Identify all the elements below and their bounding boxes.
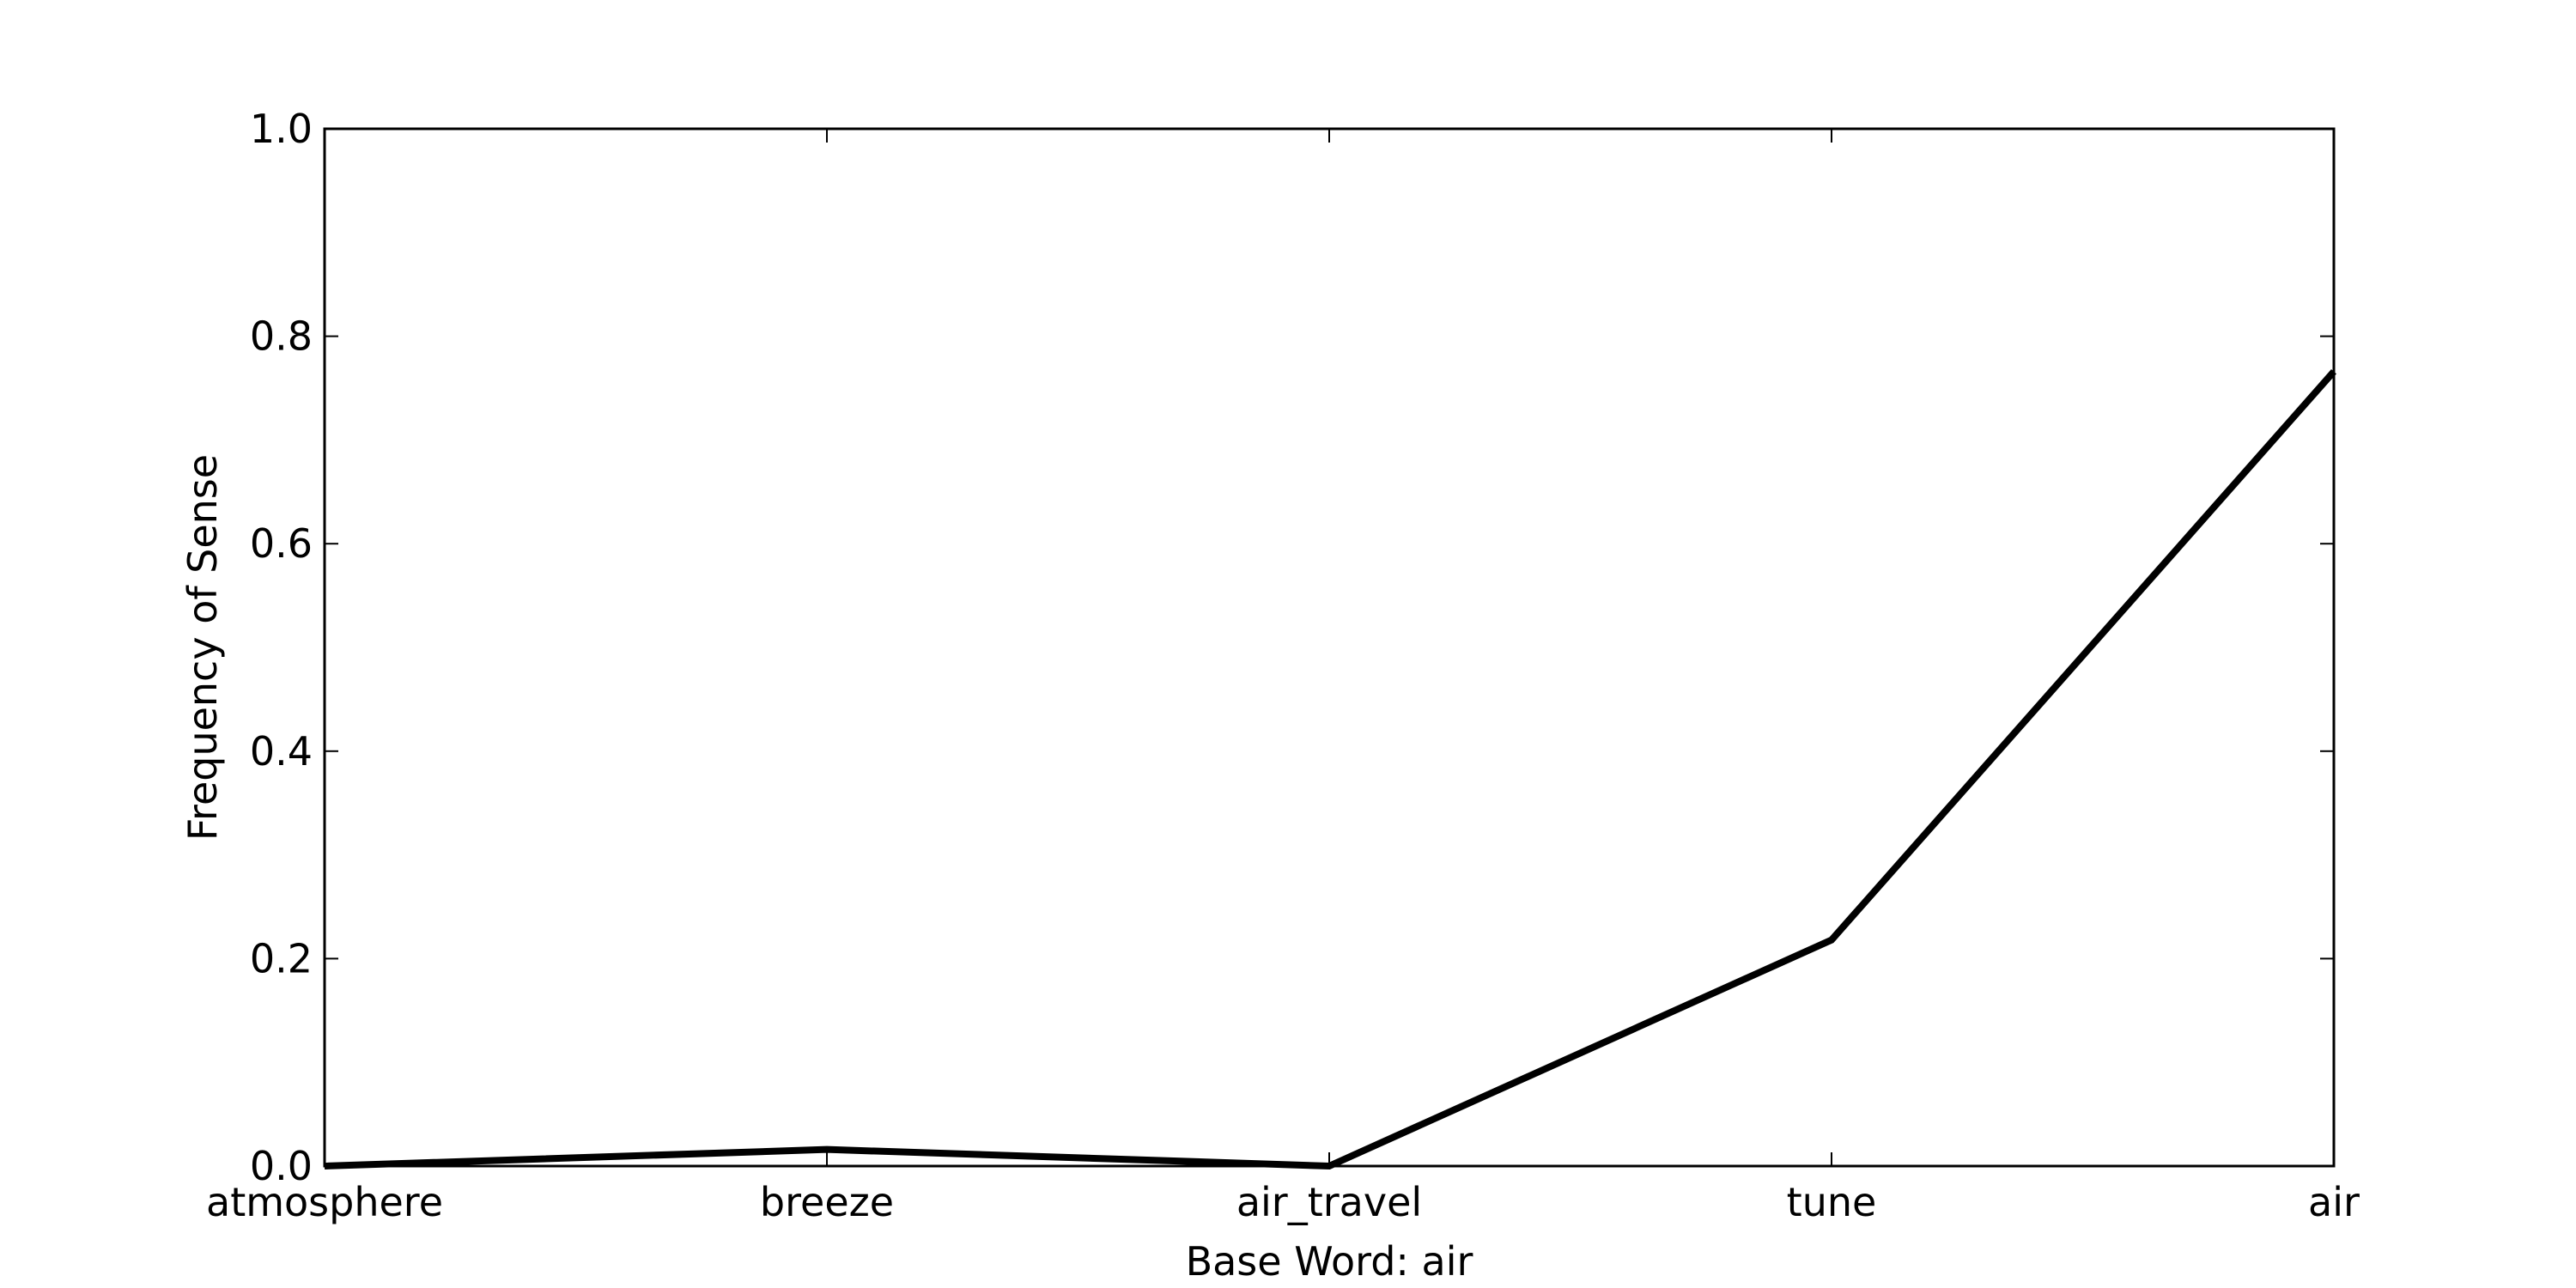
x-tick-label: breeze: [760, 1179, 894, 1225]
y-tick-label: 1.0: [250, 106, 313, 152]
y-tick-label: 0.4: [250, 728, 313, 775]
x-axis-label: Base Word: air: [1186, 1238, 1473, 1285]
y-tick-label: 0.6: [250, 520, 313, 567]
x-axis-ticks: atmosphere breeze air_travel tune air: [206, 129, 2360, 1225]
x-tick-label: atmosphere: [206, 1179, 443, 1225]
y-axis-ticks: 0.0 0.2 0.4 0.6 0.8 1.0: [250, 106, 2334, 1189]
x-tick-label: tune: [1787, 1179, 1877, 1225]
y-tick-label: 0.8: [250, 313, 313, 360]
plot-area: [325, 129, 2334, 1166]
y-tick-label: 0.2: [250, 935, 313, 981]
y-axis-label: Frequency of Sense: [179, 454, 226, 841]
x-tick-label: air_travel: [1236, 1179, 1422, 1225]
y-tick-label: 0.0: [250, 1143, 313, 1189]
x-tick-label: air: [2308, 1179, 2360, 1225]
plot-frame: [323, 127, 2336, 1168]
